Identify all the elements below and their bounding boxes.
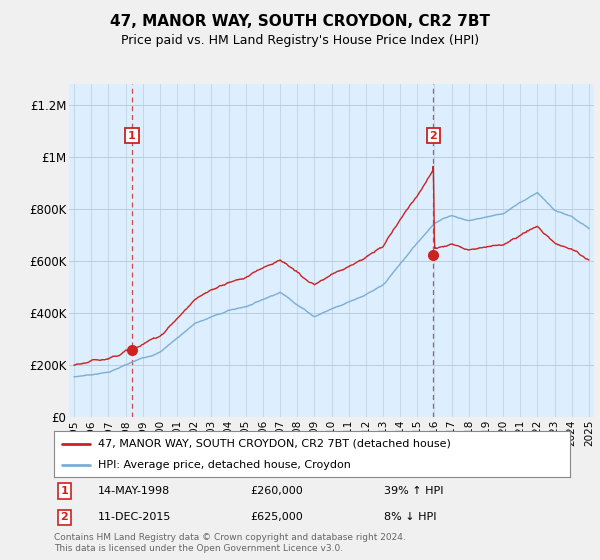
Text: 14-MAY-1998: 14-MAY-1998 <box>98 486 170 496</box>
Text: 11-DEC-2015: 11-DEC-2015 <box>98 512 171 522</box>
Text: 8% ↓ HPI: 8% ↓ HPI <box>384 512 437 522</box>
Text: Contains HM Land Registry data © Crown copyright and database right 2024.
This d: Contains HM Land Registry data © Crown c… <box>54 533 406 553</box>
Text: 1: 1 <box>128 130 136 141</box>
Text: £625,000: £625,000 <box>250 512 303 522</box>
Text: 2: 2 <box>430 130 437 141</box>
Text: 2: 2 <box>61 512 68 522</box>
Text: 1: 1 <box>61 486 68 496</box>
Text: £260,000: £260,000 <box>250 486 303 496</box>
Text: Price paid vs. HM Land Registry's House Price Index (HPI): Price paid vs. HM Land Registry's House … <box>121 34 479 46</box>
Text: HPI: Average price, detached house, Croydon: HPI: Average price, detached house, Croy… <box>98 460 351 470</box>
Text: 47, MANOR WAY, SOUTH CROYDON, CR2 7BT: 47, MANOR WAY, SOUTH CROYDON, CR2 7BT <box>110 14 490 29</box>
Text: 47, MANOR WAY, SOUTH CROYDON, CR2 7BT (detached house): 47, MANOR WAY, SOUTH CROYDON, CR2 7BT (d… <box>98 438 451 449</box>
Text: 39% ↑ HPI: 39% ↑ HPI <box>384 486 444 496</box>
